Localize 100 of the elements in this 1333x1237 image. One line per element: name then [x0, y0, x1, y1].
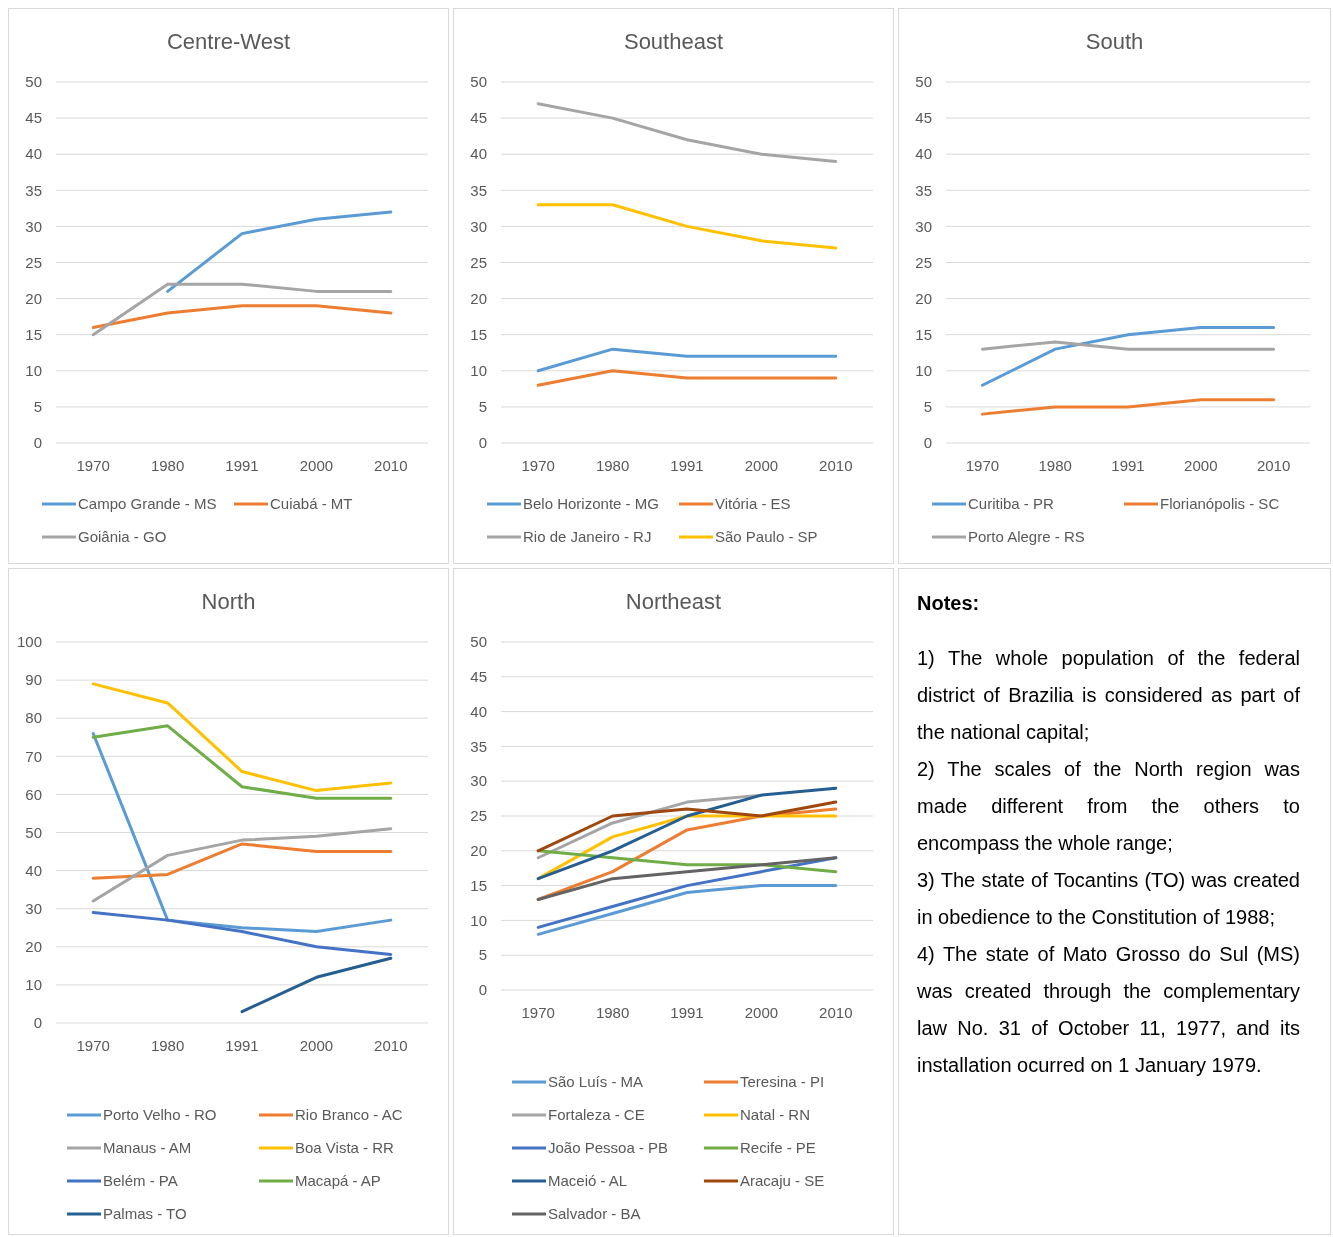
y-tick-label: 40	[25, 861, 42, 879]
y-tick-label: 5	[33, 398, 42, 416]
legend-label: Macapá - AP	[295, 1172, 381, 1190]
legend-label: Rio Branco - AC	[295, 1106, 403, 1124]
line-series	[166, 210, 393, 293]
y-tick-label: 25	[25, 253, 42, 271]
legend-label: Palmas - TO	[103, 1205, 187, 1223]
x-tick-label: 1980	[150, 1037, 185, 1054]
line-series	[536, 856, 838, 929]
x-tick-label: 1970	[965, 457, 1000, 474]
y-tick-label: 5	[478, 946, 487, 964]
text: 3) The state of Tocantins (TO) was created in obedience to the Constitution of 1988;	[917, 868, 1300, 930]
x-tick-label: 1991	[670, 457, 704, 474]
y-tick-label: 15	[470, 876, 487, 894]
chart-title: South	[1085, 29, 1144, 54]
x-tick-label: 2000	[299, 457, 334, 474]
legend-label: Teresina - PI	[740, 1073, 825, 1091]
y-tick-label: 10	[470, 362, 487, 380]
y-tick-label: 35	[915, 181, 932, 199]
y-tick-label: 20	[470, 289, 487, 307]
legend-label: Recife - PE	[740, 1139, 816, 1157]
y-tick-label: 30	[915, 217, 932, 235]
legend-label: São Paulo - SP	[715, 528, 818, 546]
y-tick-label: 20	[25, 289, 42, 307]
text: Notes:	[917, 591, 981, 616]
y-tick-label: 40	[915, 145, 932, 163]
legend-label: Aracaju - SE	[740, 1172, 825, 1190]
x-tick-label: 2000	[299, 1037, 334, 1054]
x-tick-label: 1980	[595, 1004, 630, 1021]
text: 2) The scales of the North region was made different from the others to encompass the whole range;	[917, 757, 1300, 856]
y-tick-label: 50	[25, 73, 42, 91]
chart-title: Southeast	[623, 29, 724, 54]
y-tick-label: 10	[25, 362, 42, 380]
x-tick-label: 1991	[670, 1004, 704, 1021]
chart-title: Centre-West	[166, 29, 291, 54]
legend-label: Natal - RN	[740, 1106, 811, 1124]
y-tick-label: 40	[470, 702, 487, 720]
x-tick-label: 2000	[1184, 457, 1218, 474]
line-series	[91, 682, 393, 793]
chart-title: Northeast	[625, 589, 722, 614]
y-tick-label: 15	[915, 325, 932, 343]
y-tick-label: 30	[470, 217, 487, 235]
x-tick-label: 1991	[1111, 457, 1145, 474]
y-tick-label: 35	[25, 181, 42, 199]
line-series	[91, 724, 393, 800]
legend-label: Cuiabá - MT	[270, 495, 353, 513]
x-tick-label: 2010	[819, 457, 853, 474]
chart-title: North	[201, 589, 256, 614]
x-tick-label: 1970	[76, 457, 110, 474]
y-tick-label: 0	[33, 434, 42, 452]
y-tick-label: 20	[470, 842, 487, 860]
y-tick-label: 0	[33, 1014, 42, 1032]
text: 1) The whole population of the federal district of Brazilia is considered as part of the national capital;	[917, 646, 1300, 745]
text: 4) The state of Mato Grosso do Sul (MS) was created through the complementary law No. 31 of October 11, 1977, and its installation ocurred on 1 January 1979.	[917, 942, 1300, 1078]
y-tick-label: 40	[25, 145, 42, 163]
x-tick-label: 1991	[225, 1037, 259, 1054]
y-tick-label: 20	[25, 938, 42, 956]
x-tick-label: 2010	[374, 1037, 408, 1054]
x-tick-label: 1991	[225, 457, 259, 474]
legend-label: Fortaleza - CE	[548, 1106, 645, 1124]
y-tick-label: 10	[470, 911, 487, 929]
y-tick-label: 25	[470, 807, 487, 825]
legend-label: Rio de Janeiro - RJ	[523, 528, 652, 546]
x-tick-label: 2000	[744, 457, 779, 474]
y-tick-label: 90	[25, 671, 42, 689]
line-series	[536, 102, 838, 163]
legend-label: Boa Vista - RR	[295, 1139, 395, 1157]
legend-label: São Luís - MA	[548, 1073, 644, 1091]
y-tick-label: 100	[16, 633, 42, 651]
y-tick-label: 45	[470, 668, 487, 686]
y-tick-label: 45	[915, 109, 932, 127]
line-series	[91, 731, 393, 934]
y-tick-label: 10	[915, 362, 932, 380]
line-series	[536, 800, 838, 853]
x-tick-label: 2000	[744, 1004, 779, 1021]
y-tick-label: 0	[478, 434, 487, 452]
y-tick-label: 5	[923, 398, 932, 416]
y-tick-label: 45	[470, 109, 487, 127]
legend-label: Belém - PA	[103, 1172, 178, 1190]
y-tick-label: 80	[25, 709, 42, 727]
x-tick-label: 1970	[76, 1037, 110, 1054]
y-tick-label: 30	[25, 217, 42, 235]
legend-label: Porto Velho - RO	[103, 1106, 217, 1124]
y-tick-label: 30	[25, 899, 42, 917]
y-tick-label: 35	[470, 737, 487, 755]
y-tick-label: 5	[478, 398, 487, 416]
x-tick-label: 1980	[595, 457, 630, 474]
y-tick-label: 50	[25, 823, 42, 841]
line-series	[536, 856, 838, 902]
legend-label: João Pessoa - PB	[548, 1139, 669, 1157]
y-tick-label: 0	[923, 434, 932, 452]
y-tick-label: 40	[470, 145, 487, 163]
line-series	[980, 325, 1276, 387]
legend-label: Porto Alegre - RS	[968, 528, 1085, 546]
line-series	[91, 911, 393, 956]
y-tick-label: 15	[25, 325, 42, 343]
legend-label: Belo Horizonte - MG	[523, 495, 659, 513]
y-tick-label: 70	[25, 747, 42, 765]
line-series	[536, 786, 838, 881]
line-series	[91, 842, 393, 880]
